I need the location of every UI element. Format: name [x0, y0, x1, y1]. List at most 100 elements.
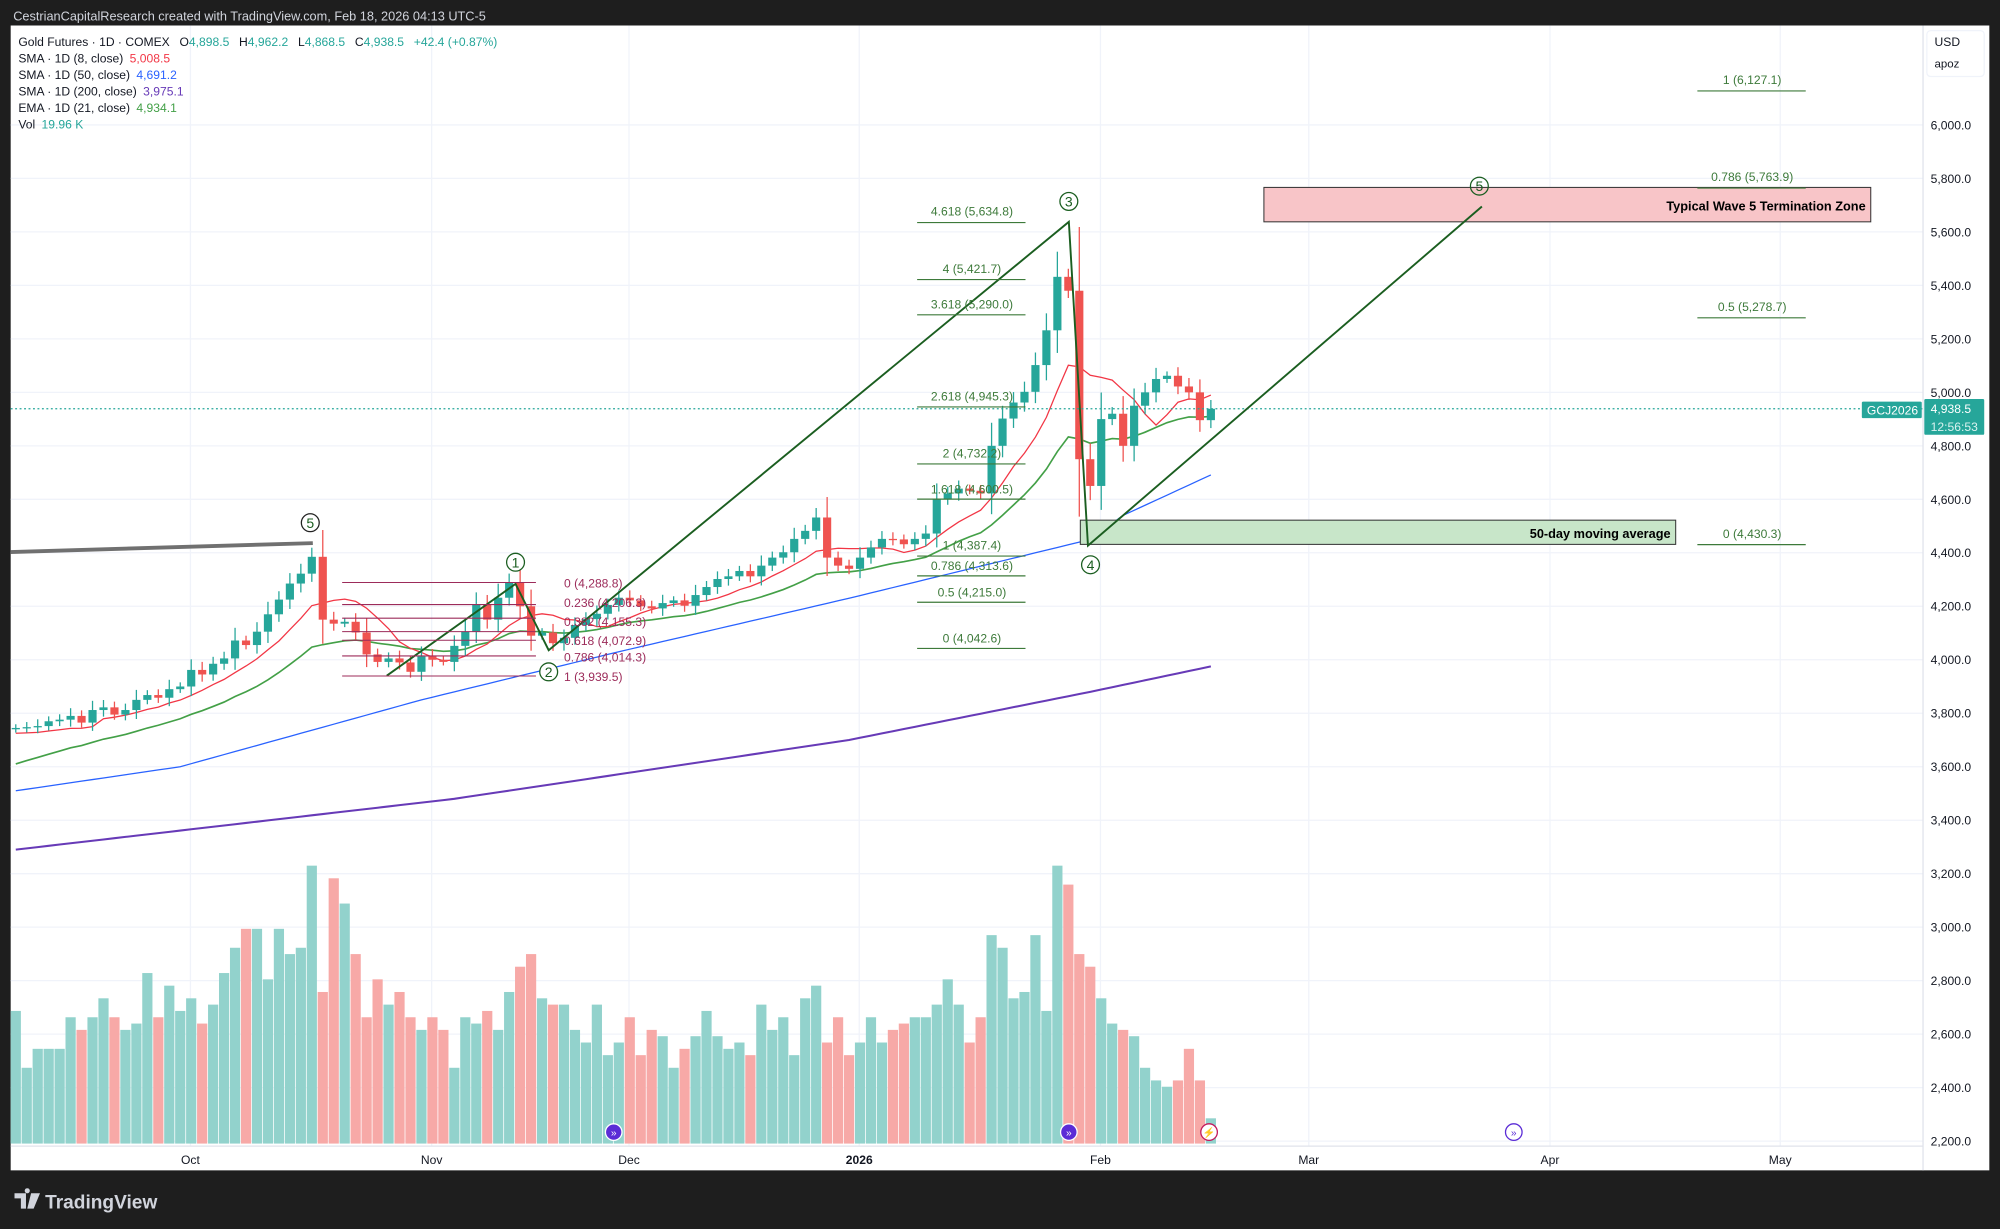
svg-text:»: »	[611, 1128, 617, 1139]
scale-mode-label[interactable]: apoz	[1934, 59, 1959, 71]
volume-bar	[1129, 1036, 1140, 1144]
fib-label: 0 (4,430.3)	[1723, 527, 1782, 541]
candle-body	[505, 582, 514, 598]
wave-label[interactable]: 3	[1059, 191, 1079, 211]
volume-bar	[1030, 935, 1041, 1144]
wave5-termination-zone[interactable]	[1263, 186, 1872, 223]
volume-bar	[372, 979, 383, 1144]
volume-bar	[460, 1017, 471, 1144]
svg-text:1: 1	[512, 554, 520, 570]
candle-body	[252, 631, 262, 646]
price-tick: 4,600.0	[1931, 493, 1972, 507]
volume-bar	[657, 1036, 668, 1144]
volume-bar	[679, 1048, 690, 1144]
volume-bar	[854, 1042, 866, 1144]
candle-body	[559, 637, 569, 644]
legend-sma50[interactable]: SMA · 1D (50, close) 4,691.2	[18, 68, 177, 82]
volume-bar	[142, 973, 153, 1144]
candle-body	[417, 656, 426, 672]
legend-symbol-row[interactable]: Gold Futures · 1D · COMEX O4,898.5 H4,96…	[18, 35, 497, 49]
volume-bar	[1008, 998, 1019, 1144]
candle-body	[844, 565, 854, 569]
volume-bar	[822, 1042, 833, 1144]
wave-label[interactable]: 5	[1469, 176, 1489, 196]
volume-bar	[1019, 991, 1030, 1144]
event-icon[interactable]: »	[604, 1123, 623, 1142]
tradingview-brand: TradingView	[45, 1193, 157, 1214]
volume-bar	[482, 1010, 493, 1144]
volume-bar	[197, 1023, 208, 1144]
volume-bar	[504, 991, 515, 1144]
volume-bar	[712, 1036, 723, 1144]
time-tick: Mar	[1298, 1153, 1319, 1167]
prior-trendline[interactable]	[10, 541, 313, 554]
currency-box[interactable]	[1926, 29, 1985, 78]
wave-label[interactable]: 4	[1080, 555, 1101, 575]
volume-bar	[98, 998, 109, 1144]
price-tick: 3,800.0	[1931, 707, 1972, 721]
fib-extension[interactable]	[917, 222, 1026, 649]
candle-body	[1206, 408, 1215, 421]
lightning-icon[interactable]: ⚡	[1200, 1123, 1219, 1142]
legend-sma200[interactable]: SMA · 1D (200, close) 3,975.1	[18, 85, 183, 99]
volume-bar	[734, 1042, 745, 1144]
volume-bar	[1139, 1067, 1151, 1144]
candle-body	[1031, 365, 1040, 392]
volume-bar	[76, 1029, 87, 1144]
volume-bar	[87, 1017, 98, 1144]
tradingview-logo[interactable]: TradingView	[14, 1188, 158, 1214]
event-icon[interactable]: »	[1059, 1123, 1078, 1142]
wave-label[interactable]: 2	[539, 662, 559, 682]
candle-body	[647, 606, 656, 609]
volume-bar	[251, 928, 263, 1144]
price-axis[interactable]: 2,200.0 2,400.0 2,600.0 2,800.0 3,000.0 3,200…	[1931, 118, 1972, 1148]
candle-body	[285, 583, 294, 600]
volume-bar	[438, 1029, 449, 1144]
fib-label: 0 (4,288.8)	[564, 577, 623, 591]
fib-target[interactable]	[1697, 90, 1806, 546]
candle-body	[910, 538, 919, 545]
volume-bar	[153, 1017, 164, 1144]
candle-body	[1053, 276, 1062, 331]
volume-bar	[865, 1017, 877, 1144]
legend-volume[interactable]: Vol 19.96 K	[18, 118, 83, 132]
event-icon[interactable]: »	[1504, 1123, 1523, 1142]
ma-zone[interactable]	[1079, 519, 1677, 545]
price-tick: 5,400.0	[1931, 279, 1972, 293]
price-tick: 3,200.0	[1931, 867, 1972, 881]
candle-body	[570, 624, 580, 638]
currency-label: USD	[1934, 35, 1960, 49]
volume-bar	[218, 973, 230, 1144]
volume-bar	[10, 1010, 21, 1144]
fib-label: 0.786 (5,763.9)	[1711, 170, 1793, 184]
volume-bar	[449, 1067, 460, 1144]
candle-body	[823, 517, 832, 558]
volume-bar	[745, 1055, 756, 1144]
volume-bar	[306, 865, 317, 1144]
time-axis[interactable]: Oct Nov Dec 2026 Feb Mar Apr May	[181, 1153, 1793, 1167]
candle-body	[132, 699, 141, 711]
candle-body	[230, 640, 240, 659]
candle-body	[1009, 402, 1018, 419]
candle-body	[406, 662, 415, 672]
fib-retracement[interactable]	[342, 581, 536, 677]
candle-body	[669, 600, 678, 604]
wave-label[interactable]: 1	[505, 552, 526, 572]
time-tick: Dec	[618, 1153, 640, 1167]
elliott-wave-lines[interactable]	[386, 205, 1483, 677]
wave-label[interactable]: 5	[300, 513, 320, 533]
volume-bar	[767, 1029, 778, 1144]
legend-ema21[interactable]: EMA · 1D (21, close) 4,934.1	[18, 101, 177, 115]
tradingview-logo-icon	[14, 1188, 41, 1209]
candle-body	[88, 710, 97, 723]
low-value: 4,868.5	[305, 35, 346, 49]
legend-sma8[interactable]: SMA · 1D (8, close) 5,008.5	[18, 51, 170, 65]
price-tick: 3,400.0	[1931, 814, 1972, 828]
price-tick: 2,800.0	[1931, 974, 1972, 988]
volume-bar	[240, 928, 252, 1144]
volume-bar	[525, 954, 537, 1144]
volume-bar	[986, 935, 997, 1144]
candle-body	[713, 579, 722, 588]
candle-body	[1119, 413, 1128, 446]
